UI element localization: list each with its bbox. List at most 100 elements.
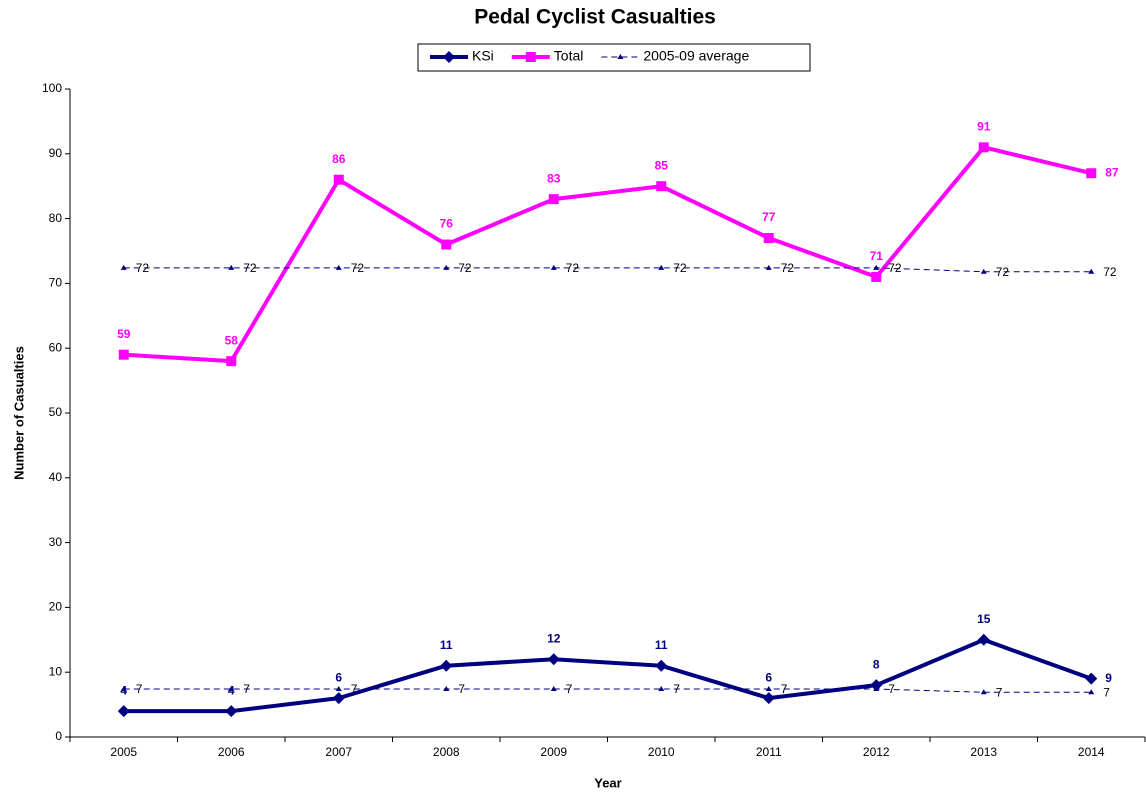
marker [440, 659, 453, 672]
data-label: 87 [1105, 165, 1119, 179]
y-tick-label: 20 [49, 600, 63, 614]
x-tick-label: 2007 [325, 745, 352, 759]
legend-label: Total [554, 48, 584, 64]
data-label: 59 [117, 327, 131, 341]
marker [120, 264, 127, 270]
legend-label: KSi [472, 48, 494, 64]
y-tick-label: 100 [42, 81, 62, 95]
marker [617, 54, 624, 59]
marker [118, 349, 129, 360]
marker [870, 679, 883, 692]
y-tick-label: 0 [55, 729, 62, 743]
data-label: 72 [888, 261, 902, 275]
data-label: 85 [655, 158, 669, 172]
marker [443, 686, 450, 692]
marker [1088, 689, 1095, 695]
data-label: 72 [458, 261, 472, 275]
y-tick-label: 60 [49, 340, 63, 354]
marker [225, 705, 238, 718]
x-tick-label: 2008 [433, 745, 460, 759]
data-label: 7 [351, 682, 358, 696]
x-axis-label: Year [594, 775, 621, 790]
marker [550, 264, 557, 270]
y-tick-label: 30 [49, 535, 63, 549]
marker [980, 689, 987, 695]
y-tick-label: 90 [49, 146, 63, 160]
marker [443, 264, 450, 270]
marker [228, 264, 235, 270]
marker [658, 686, 665, 692]
data-label: 71 [870, 249, 884, 263]
marker [525, 52, 536, 62]
x-tick-label: 2006 [218, 745, 245, 759]
legend-label: 2005-09 average [643, 48, 749, 64]
marker [333, 174, 344, 185]
data-label: 15 [977, 612, 991, 626]
x-tick-label: 2013 [970, 745, 997, 759]
marker [980, 268, 987, 274]
marker [1086, 168, 1097, 179]
marker [335, 686, 342, 692]
marker [765, 264, 772, 270]
marker [441, 239, 452, 250]
x-tick-label: 2011 [756, 745, 782, 759]
x-tick-label: 2012 [863, 745, 890, 759]
series-line [123, 267, 1092, 273]
data-label: 72 [996, 265, 1010, 279]
marker [547, 653, 560, 666]
data-label: 72 [781, 261, 795, 275]
marker [117, 705, 130, 718]
marker [550, 686, 557, 692]
data-label: 83 [547, 171, 561, 185]
data-label: 11 [655, 638, 668, 652]
y-tick-label: 50 [49, 405, 63, 419]
x-tick-label: 2014 [1078, 745, 1105, 759]
y-tick-label: 40 [49, 470, 63, 484]
data-label: 76 [440, 217, 454, 231]
data-label: 11 [440, 638, 453, 652]
x-tick-label: 2005 [110, 745, 137, 759]
marker [658, 264, 665, 270]
marker [655, 659, 668, 672]
data-label: 72 [243, 261, 257, 275]
marker [1085, 672, 1098, 685]
chart-title: Pedal Cyclist Casualties [474, 6, 716, 29]
data-label: 9 [1105, 671, 1112, 685]
y-axis-label: Number of Casualties [11, 346, 26, 480]
marker [332, 692, 345, 705]
data-label: 7 [566, 682, 573, 696]
y-tick-label: 70 [49, 276, 63, 290]
marker [443, 51, 455, 63]
data-label: 58 [225, 333, 239, 347]
marker [873, 686, 880, 692]
marker [873, 264, 880, 270]
data-label: 7 [243, 682, 250, 696]
data-label: 8 [873, 657, 880, 671]
marker [977, 633, 990, 646]
data-label: 6 [765, 670, 772, 684]
marker [335, 264, 342, 270]
y-tick-label: 80 [49, 211, 63, 225]
data-label: 72 [351, 261, 365, 275]
data-label: 86 [332, 152, 346, 166]
y-tick-label: 10 [49, 664, 63, 678]
data-label: 7 [673, 682, 680, 696]
marker [228, 686, 235, 692]
x-tick-label: 2009 [540, 745, 567, 759]
data-label: 72 [136, 261, 150, 275]
x-tick-label: 2010 [648, 745, 675, 759]
data-label: 7 [888, 682, 895, 696]
data-label: 7 [458, 682, 465, 696]
marker [226, 356, 237, 367]
marker [656, 181, 667, 192]
data-label: 12 [547, 631, 561, 645]
data-label: 7 [996, 685, 1003, 699]
data-label: 72 [566, 261, 580, 275]
marker [763, 233, 774, 244]
data-label: 72 [673, 261, 687, 275]
marker [548, 194, 559, 205]
data-label: 91 [977, 119, 991, 133]
data-label: 72 [1103, 265, 1117, 279]
series-line [123, 145, 1092, 364]
